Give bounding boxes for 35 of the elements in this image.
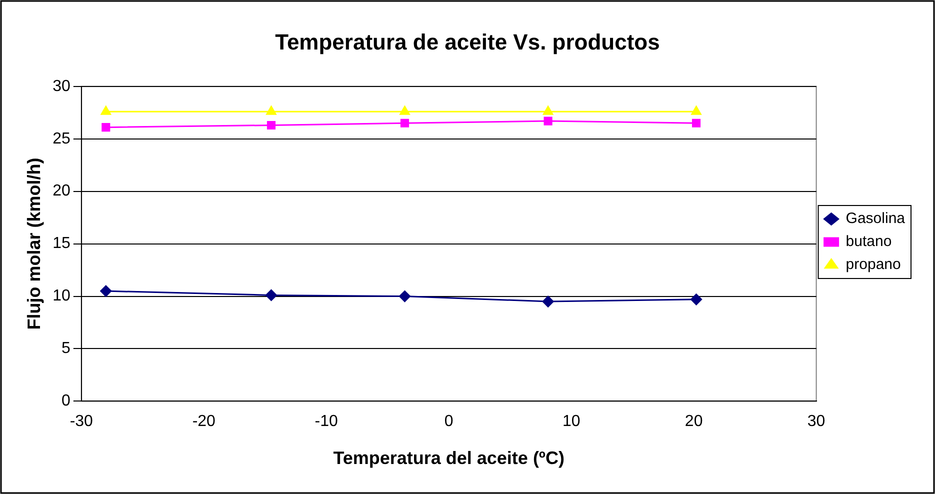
y-tick-label: 15 — [52, 235, 70, 252]
point — [542, 296, 554, 308]
y-tick-label: 5 — [61, 340, 70, 358]
point — [266, 120, 276, 130]
point — [690, 294, 702, 306]
point — [102, 123, 110, 132]
legend-label: Gasolina — [846, 210, 906, 228]
point — [542, 106, 554, 115]
point — [691, 106, 702, 115]
chart-title: Temperatura de aceite Vs. productos — [275, 29, 660, 54]
point — [100, 106, 111, 115]
legend-label: butano — [846, 233, 892, 250]
point — [544, 116, 552, 126]
x-tick-label: 30 — [807, 413, 826, 430]
x-tick-label: 20 — [684, 413, 703, 430]
x-tick-label: -30 — [70, 413, 94, 430]
y-tick-label: 0 — [61, 392, 70, 410]
x-tick-label: -20 — [192, 413, 216, 430]
y-tick-label: 30 — [52, 78, 70, 95]
point — [100, 285, 112, 297]
x-tick-label: 0 — [444, 413, 454, 430]
point — [266, 106, 276, 115]
y-tick-label: 25 — [52, 130, 70, 148]
y-tick-label: 10 — [52, 288, 70, 305]
point — [400, 118, 410, 128]
legend-label: propano — [846, 256, 901, 274]
x-tick-label: -10 — [314, 413, 338, 430]
y-axis-title: Flujo molar (kmol/h) — [24, 158, 44, 330]
point — [399, 290, 411, 302]
x-tick-label: 10 — [562, 413, 580, 430]
y-tick-label: 20 — [52, 182, 70, 200]
point — [400, 106, 410, 115]
x-axis-title: Temperatura del aceite (ºC) — [333, 448, 565, 468]
point — [265, 289, 277, 301]
point — [692, 118, 701, 128]
